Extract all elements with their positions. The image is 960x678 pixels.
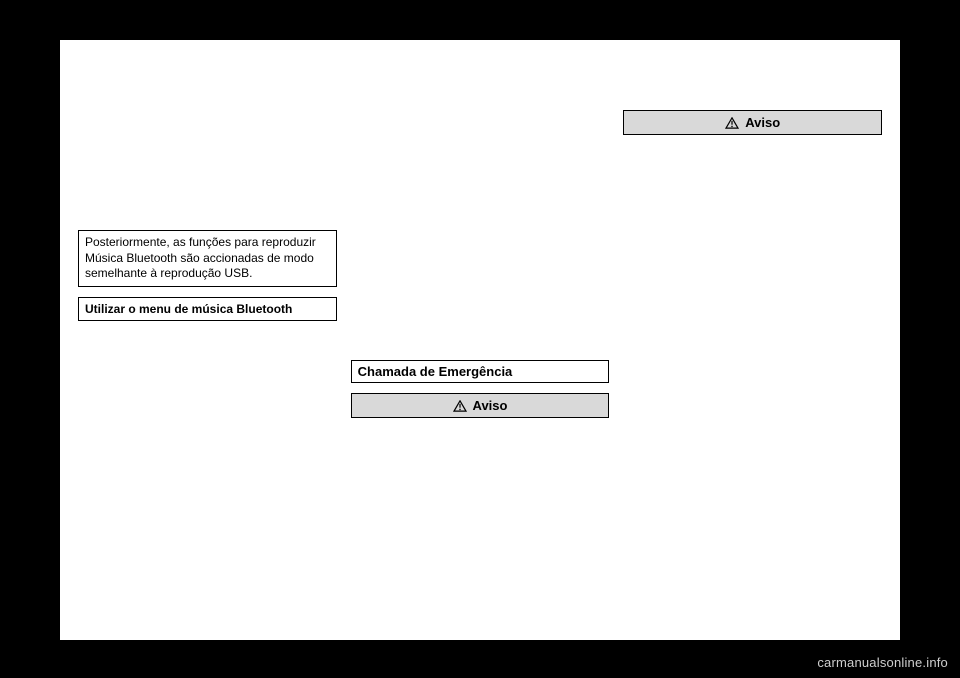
boxed-paragraph-text: Posteriormente, as funções para reproduz…	[85, 235, 316, 280]
warning-label: Aviso	[745, 115, 780, 130]
column-2: Chamada de Emergência Aviso	[351, 60, 610, 620]
warning-label: Aviso	[473, 398, 508, 413]
column-3: Aviso	[623, 60, 882, 620]
section-title: Chamada de Emergência	[351, 360, 610, 383]
column-1: Posteriormente, as funções para reproduz…	[78, 60, 337, 620]
warning-triangle-icon	[725, 117, 739, 129]
boxed-paragraph: Posteriormente, as funções para reproduz…	[78, 230, 337, 287]
section-title-text: Chamada de Emergência	[358, 364, 513, 379]
watermark-label: carmanualsonline.info	[817, 655, 948, 670]
subsection-heading-text: Utilizar o menu de música Bluetooth	[85, 302, 292, 316]
spacer	[78, 60, 337, 220]
spacer	[351, 60, 610, 350]
manual-page: Posteriormente, as funções para reproduz…	[60, 40, 900, 640]
warning-triangle-icon	[453, 400, 467, 412]
warning-box-header: Aviso	[623, 110, 882, 135]
spacer	[623, 60, 882, 100]
watermark-text: carmanualsonline.info	[817, 655, 948, 670]
warning-box-header: Aviso	[351, 393, 610, 418]
subsection-heading: Utilizar o menu de música Bluetooth	[78, 297, 337, 321]
